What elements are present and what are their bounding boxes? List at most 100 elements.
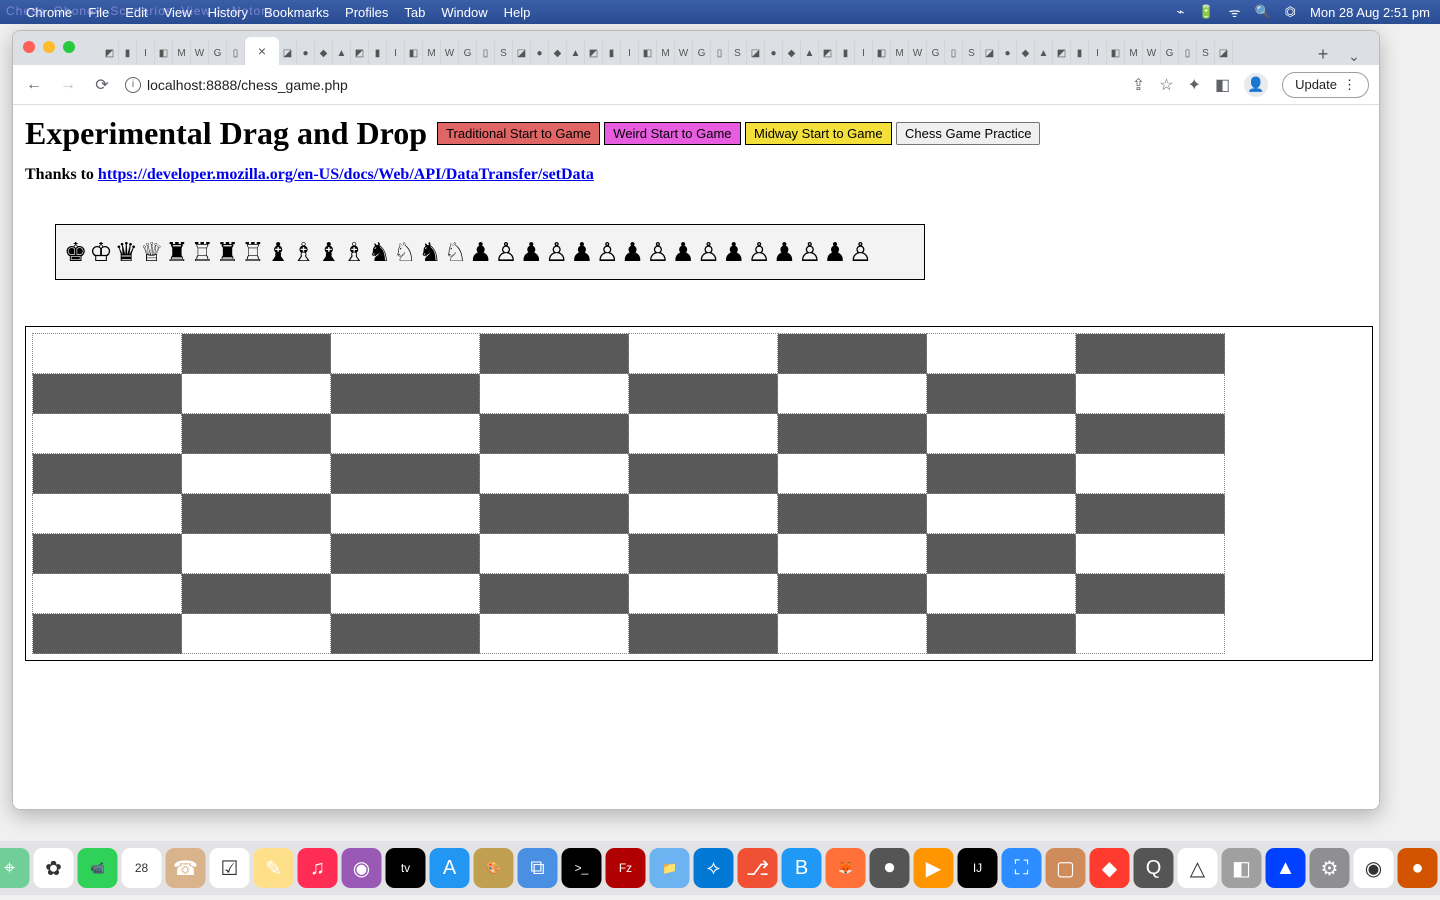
chess-piece[interactable]: ♙: [798, 239, 821, 265]
dock-reminders-icon[interactable]: ☑: [210, 848, 250, 888]
background-tab[interactable]: ◩: [819, 41, 837, 65]
dock-box-icon[interactable]: ▢: [1046, 848, 1086, 888]
chess-piece[interactable]: ♞: [368, 239, 391, 265]
chess-piece[interactable]: ♙: [494, 239, 517, 265]
background-tab[interactable]: I: [621, 41, 639, 65]
chess-piece[interactable]: ♙: [596, 239, 619, 265]
board-square[interactable]: [927, 454, 1076, 494]
board-square[interactable]: [927, 334, 1076, 374]
share-icon[interactable]: ⇪: [1132, 75, 1145, 95]
site-info-icon[interactable]: i: [125, 77, 141, 93]
board-square[interactable]: [182, 614, 331, 654]
board-square[interactable]: [33, 494, 182, 534]
board-square[interactable]: [480, 494, 629, 534]
board-square[interactable]: [1076, 574, 1225, 614]
background-tab[interactable]: S: [729, 41, 747, 65]
background-tab[interactable]: G: [1161, 41, 1179, 65]
bluetooth-icon[interactable]: ⌁: [1177, 4, 1185, 20]
chess-piece[interactable]: ♙: [646, 239, 669, 265]
background-tab[interactable]: S: [1197, 41, 1215, 65]
background-tab[interactable]: ◩: [585, 41, 603, 65]
background-tab[interactable]: ▯: [711, 41, 729, 65]
background-tab[interactable]: W: [1143, 41, 1161, 65]
board-square[interactable]: [1076, 454, 1225, 494]
board-square[interactable]: [33, 414, 182, 454]
chess-piece[interactable]: ♟: [773, 239, 796, 265]
board-square[interactable]: [778, 494, 927, 534]
chess-piece[interactable]: ♟: [621, 239, 644, 265]
background-tab[interactable]: W: [909, 41, 927, 65]
chess-piece[interactable]: ♜: [165, 239, 188, 265]
board-square[interactable]: [182, 454, 331, 494]
macos-dock[interactable]: ☻▦✉✦✉⌖✿📹28☎☑✎♫◉tvA🎨⧉>_Fz📁⟡⎇B🦊⏺▶IJ⛶▢◆Q△◧▲…: [0, 840, 1440, 896]
spotlight-icon[interactable]: 🔍: [1254, 4, 1270, 20]
chess-piece[interactable]: ♜: [216, 239, 239, 265]
background-tab[interactable]: ◪: [747, 41, 765, 65]
board-square[interactable]: [1076, 414, 1225, 454]
scenario-button-3[interactable]: Chess Game Practice: [896, 122, 1040, 145]
background-tab[interactable]: W: [675, 41, 693, 65]
dock-contacts-icon[interactable]: ☎: [166, 848, 206, 888]
dock-filezilla-icon[interactable]: Fz: [606, 848, 646, 888]
chess-piece-tray[interactable]: ♚♔♛♕♜♖♜♖♝♗♝♗♞♘♞♘♟♙♟♙♟♙♟♙♟♙♟♙♟♙♟♙: [55, 224, 925, 280]
board-square[interactable]: [480, 334, 629, 374]
board-square[interactable]: [927, 414, 1076, 454]
menu-profiles[interactable]: Profiles: [345, 5, 388, 20]
background-tab[interactable]: G: [459, 41, 477, 65]
dock-photos-icon[interactable]: ✿: [34, 848, 74, 888]
board-square[interactable]: [778, 534, 927, 574]
board-square[interactable]: [182, 494, 331, 534]
chess-piece[interactable]: ♛: [115, 239, 138, 265]
background-tab[interactable]: ▮: [119, 41, 137, 65]
dock-video-icon[interactable]: ▶: [914, 848, 954, 888]
board-square[interactable]: [927, 574, 1076, 614]
new-tab-button[interactable]: +: [1309, 44, 1337, 65]
background-tab[interactable]: ▯: [945, 41, 963, 65]
chess-piece[interactable]: ♙: [747, 239, 770, 265]
board-square[interactable]: [331, 454, 480, 494]
board-square[interactable]: [778, 574, 927, 614]
chess-piece[interactable]: ♙: [849, 239, 872, 265]
window-traffic-lights[interactable]: [23, 41, 75, 53]
board-square[interactable]: [182, 534, 331, 574]
chess-piece[interactable]: ♙: [697, 239, 720, 265]
background-tab[interactable]: ▯: [227, 41, 245, 65]
battery-icon[interactable]: 🔋: [1198, 4, 1214, 20]
board-square[interactable]: [927, 614, 1076, 654]
dock-zoom-icon[interactable]: ⛶: [1002, 848, 1042, 888]
dock-brackets-icon[interactable]: B: [782, 848, 822, 888]
chess-piece[interactable]: ♗: [342, 239, 365, 265]
board-square[interactable]: [33, 374, 182, 414]
background-tab[interactable]: I: [855, 41, 873, 65]
background-tab[interactable]: ●: [765, 41, 783, 65]
background-tab[interactable]: I: [1089, 41, 1107, 65]
board-square[interactable]: [778, 614, 927, 654]
dock-vscode-icon[interactable]: ⟡: [694, 848, 734, 888]
background-tab[interactable]: W: [441, 41, 459, 65]
background-tab[interactable]: ▯: [1179, 41, 1197, 65]
board-square[interactable]: [927, 494, 1076, 534]
dock-drive-icon[interactable]: △: [1178, 848, 1218, 888]
chess-piece[interactable]: ♖: [241, 239, 264, 265]
chess-piece[interactable]: ♘: [393, 239, 416, 265]
chess-piece[interactable]: ♖: [191, 239, 214, 265]
background-tab[interactable]: M: [423, 41, 441, 65]
background-tab[interactable]: G: [209, 41, 227, 65]
thanks-link[interactable]: https://developer.mozilla.org/en-US/docs…: [98, 166, 594, 183]
background-tab[interactable]: ▲: [801, 41, 819, 65]
scenario-button-0[interactable]: Traditional Start to Game: [437, 122, 600, 145]
close-window-icon[interactable]: [23, 41, 35, 53]
background-tab[interactable]: ◧: [1107, 41, 1125, 65]
dock-tv-icon[interactable]: tv: [386, 848, 426, 888]
background-tab[interactable]: ◪: [279, 41, 297, 65]
dock-preview-icon[interactable]: ⧉: [518, 848, 558, 888]
background-tab[interactable]: ◩: [1053, 41, 1071, 65]
dock-podcasts-icon[interactable]: ◉: [342, 848, 382, 888]
fullscreen-window-icon[interactable]: [63, 41, 75, 53]
background-tab[interactable]: ▮: [1071, 41, 1089, 65]
address-bar[interactable]: i localhost:8888/chess_game.php: [125, 77, 348, 93]
dock-quicktime-icon[interactable]: Q: [1134, 848, 1174, 888]
scenario-button-1[interactable]: Weird Start to Game: [604, 122, 740, 145]
chrome-update-button[interactable]: Update ⋮: [1282, 72, 1369, 98]
background-tab[interactable]: ◆: [315, 41, 333, 65]
